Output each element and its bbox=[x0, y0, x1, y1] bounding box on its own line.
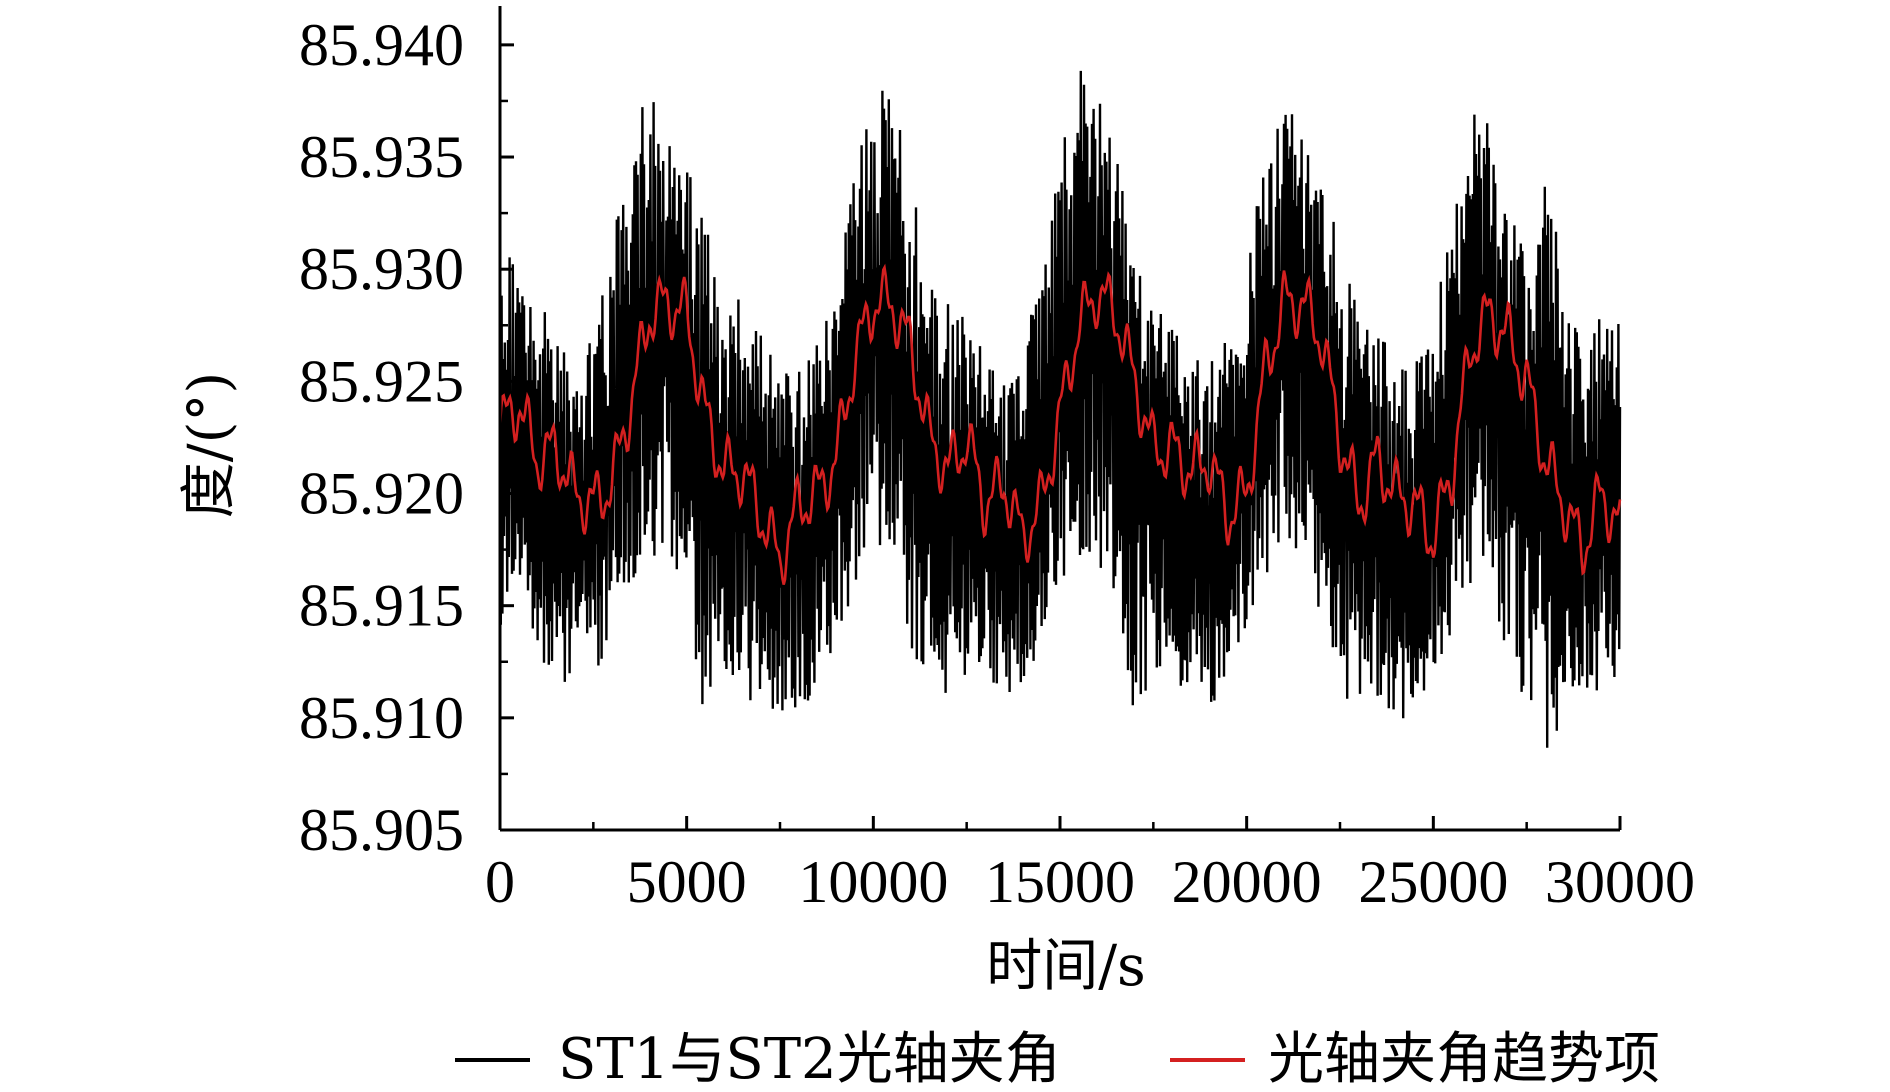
y-tick-label: 85.905 bbox=[299, 797, 464, 863]
x-tick-label: 25000 bbox=[1358, 849, 1508, 915]
y-tick-label: 85.935 bbox=[299, 124, 464, 190]
x-tick-label: 5000 bbox=[627, 849, 747, 915]
series-line-trend bbox=[498, 263, 1622, 585]
legend-label-series-1: ST1与ST2光轴夹角 bbox=[558, 1027, 1061, 1092]
y-tick-label: 85.910 bbox=[299, 685, 464, 751]
series-lines bbox=[498, 70, 1622, 748]
y-axis-title: 度/(°) bbox=[177, 372, 242, 519]
y-tick-label: 85.915 bbox=[299, 573, 464, 639]
y-tick-label: 85.925 bbox=[299, 348, 464, 414]
legend-label-series-2: 光轴夹角趋势项 bbox=[1268, 1027, 1660, 1092]
x-tick-label: 20000 bbox=[1172, 849, 1322, 915]
legend: ST1与ST2光轴夹角 光轴夹角趋势项 bbox=[455, 1027, 1660, 1092]
x-tick-label: 15000 bbox=[985, 849, 1135, 915]
y-tick-label: 85.930 bbox=[299, 236, 464, 302]
series-line-st1-st2-angle bbox=[498, 70, 1622, 748]
x-axis-title: 时间/s bbox=[986, 934, 1146, 999]
y-tick-label: 85.940 bbox=[299, 12, 464, 78]
x-tick-label: 30000 bbox=[1545, 849, 1695, 915]
x-tick-label: 10000 bbox=[798, 849, 948, 915]
axes bbox=[498, 6, 1622, 832]
tick-labels: 85.905 85.910 85.915 85.920 85.925 85.930 85.9… bbox=[299, 12, 1695, 915]
x-tick-label: 0 bbox=[485, 849, 515, 915]
y-tick-label: 85.920 bbox=[299, 461, 464, 527]
